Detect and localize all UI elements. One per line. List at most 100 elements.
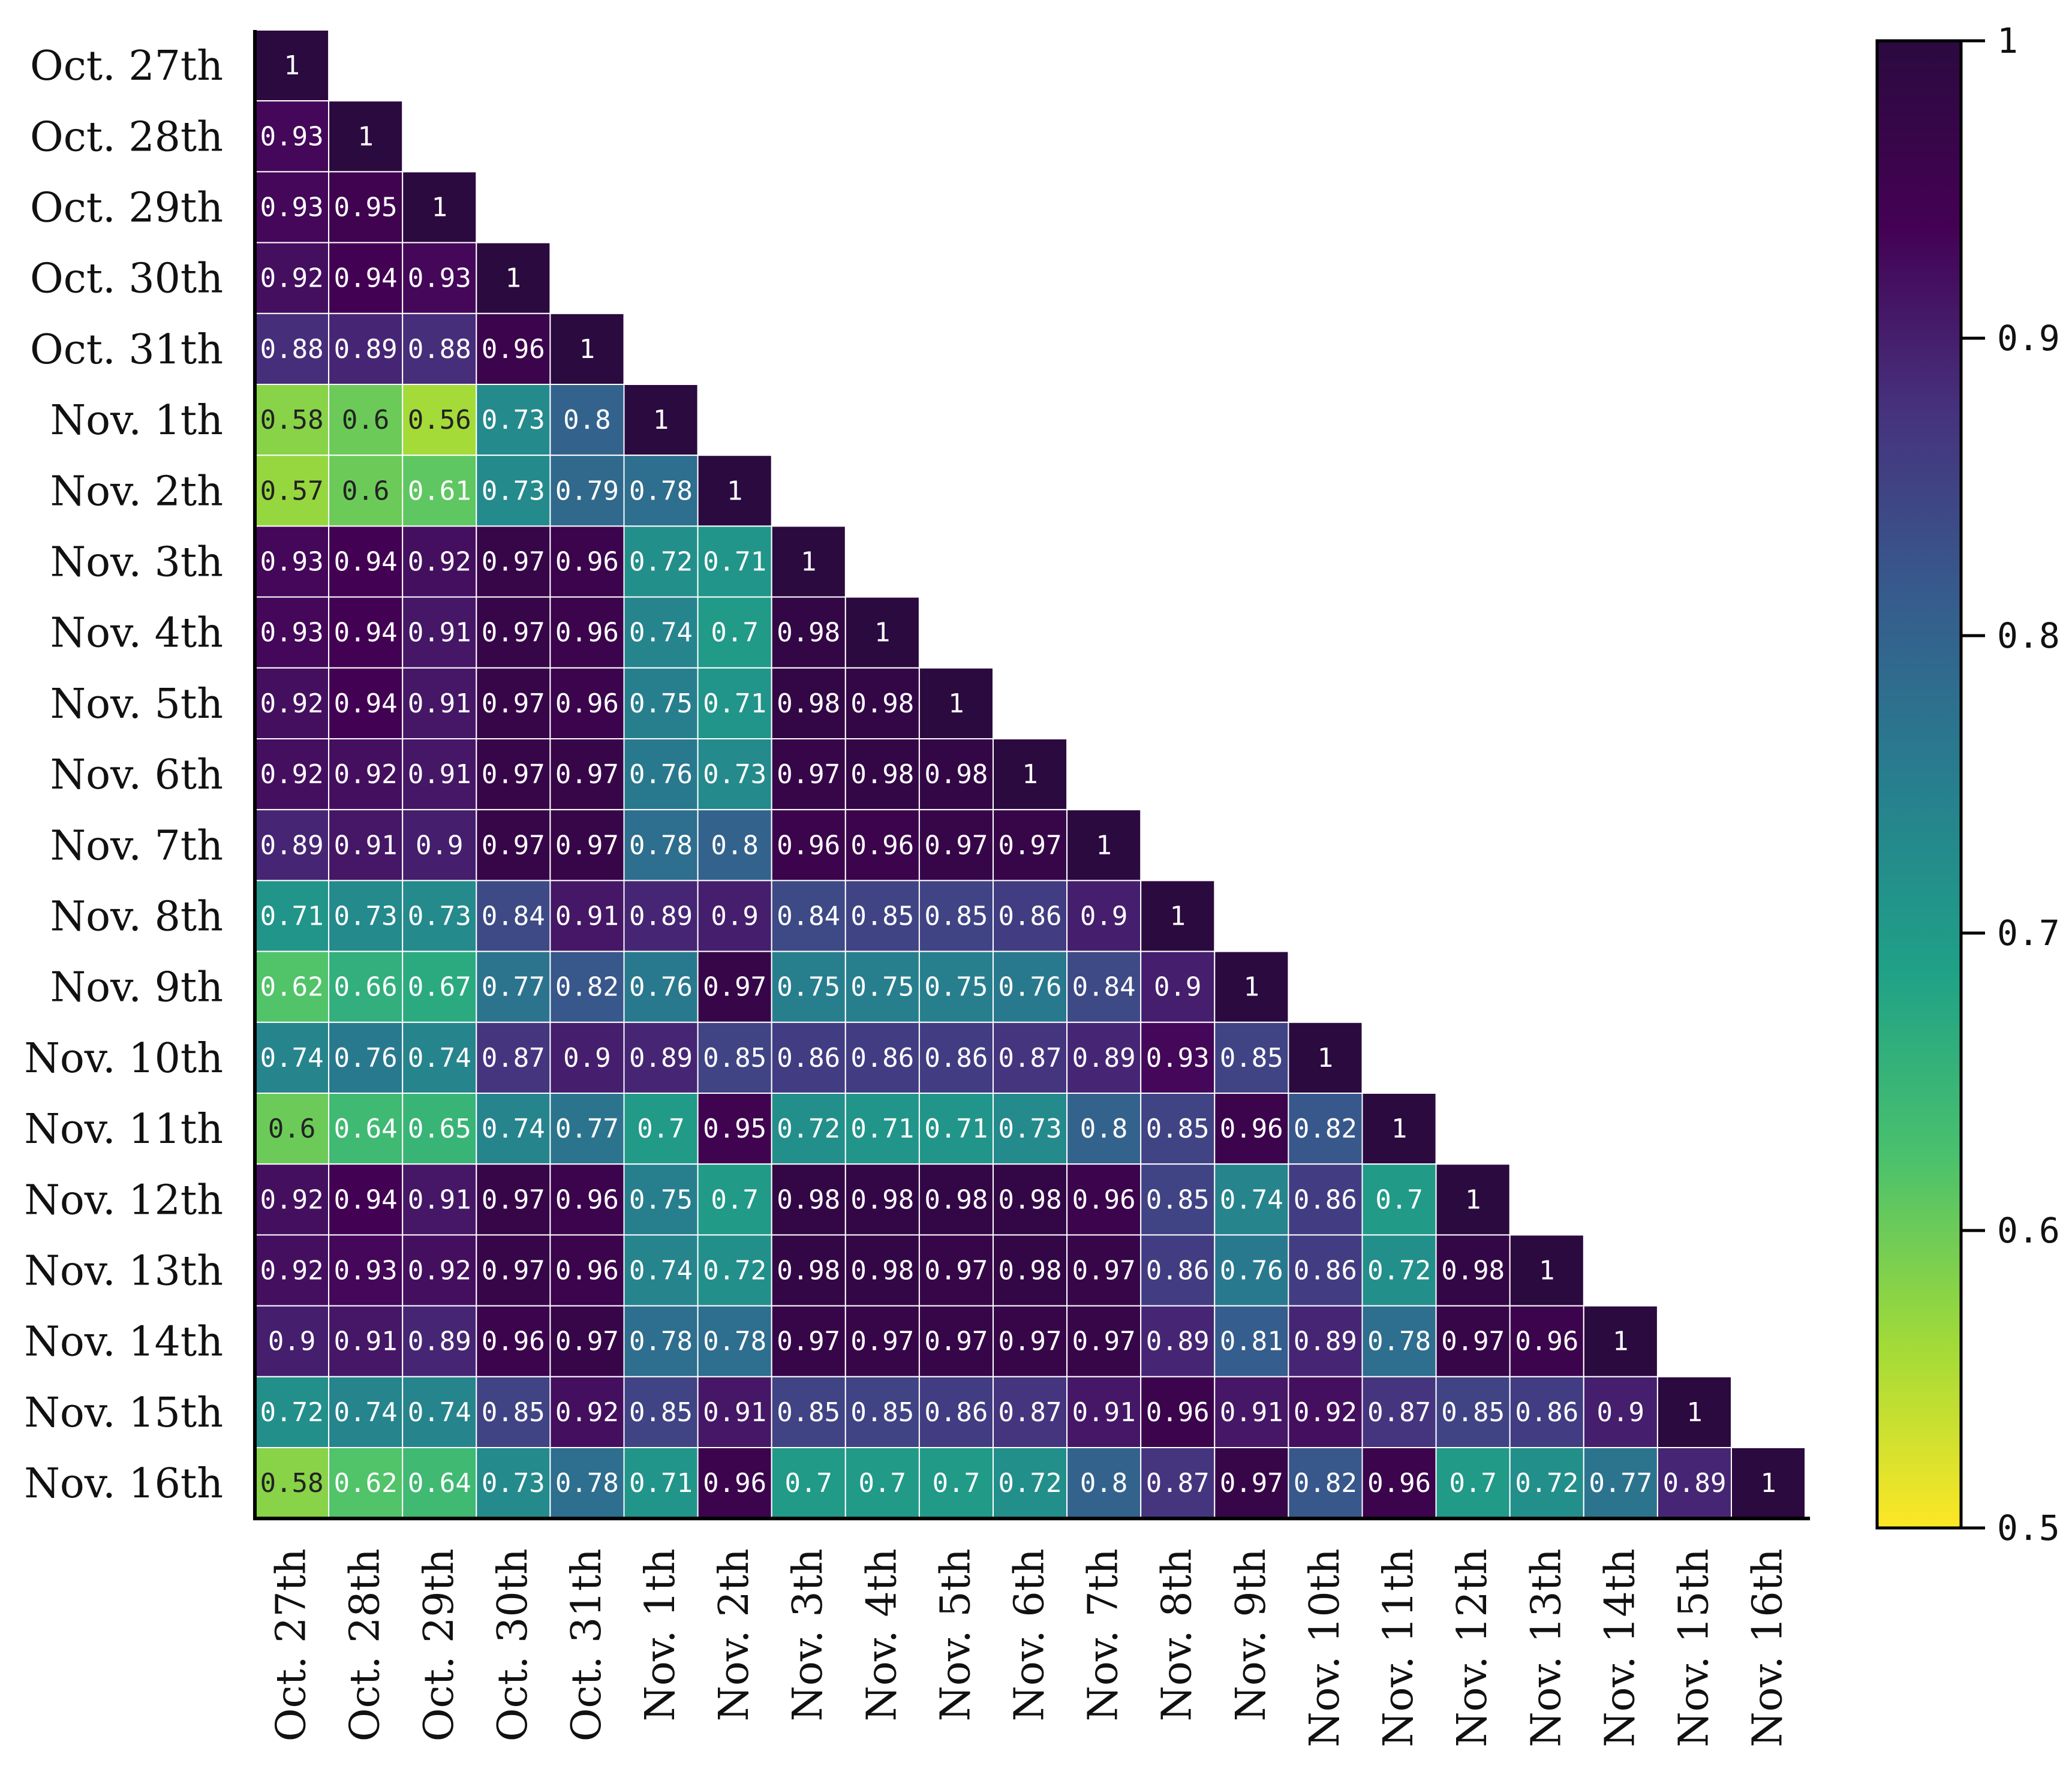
heatmap-cell: [623, 809, 699, 882]
heatmap-cell: [476, 738, 551, 811]
cell-value-label: 0.86: [1515, 1397, 1578, 1428]
heatmap-cell: [1583, 1447, 1658, 1520]
cell-value-label: 0.76: [1220, 1256, 1283, 1286]
heatmap-cell: [697, 1234, 772, 1307]
x-tick-label: Oct. 27th: [268, 1548, 315, 1741]
cell-value-label: 0.92: [1294, 1397, 1357, 1428]
cell-value-label: 0.71: [924, 1114, 988, 1144]
heatmap-cell: [549, 950, 625, 1023]
cell-value-label: 0.96: [482, 334, 545, 365]
colorbar: 0.5 0.6 0.7 0.8 0.9 1: [1875, 20, 2060, 1548]
heatmap-cell: [476, 950, 551, 1023]
cell-value-label: 0.96: [1367, 1468, 1431, 1499]
heatmap-cell: [1288, 1021, 1363, 1094]
cell-value-label: 0.88: [260, 334, 324, 365]
cell-value-label: 0.91: [408, 618, 471, 648]
heatmap-cell: [1066, 809, 1142, 882]
cell-value-label: 0.7: [637, 1114, 684, 1144]
heatmap-cell: [254, 738, 330, 811]
heatmap-cell: [771, 1021, 846, 1094]
cell-value-label: 0.91: [334, 830, 398, 861]
heatmap-cell: [254, 100, 330, 173]
cell-value-label: 0.87: [1367, 1397, 1431, 1428]
cell-value-label: 0.56: [408, 405, 471, 435]
cell-value-label: 0.82: [1294, 1114, 1357, 1144]
heatmap-cell: [1214, 1093, 1289, 1165]
cell-value-label: 0.97: [555, 830, 619, 861]
heatmap-cell: [844, 1376, 920, 1449]
x-tick-label: Oct. 28th: [342, 1548, 389, 1741]
heatmap-cell: [328, 1163, 404, 1236]
heatmap-cell: [1656, 1447, 1732, 1520]
cell-value-label: 0.72: [629, 547, 693, 577]
cell-value-label: 0.9: [563, 1043, 611, 1073]
heatmap-cell: [1288, 1093, 1363, 1165]
y-axis-tick-labels: Oct. 27th Oct. 28th Oct. 29th Oct. 30th Oct.…: [24, 43, 223, 1508]
y-tick-label: Nov. 2th: [50, 468, 223, 515]
heatmap-cell: [623, 455, 699, 527]
heatmap-cell: [844, 1093, 920, 1165]
cell-value-label: 0.76: [334, 1043, 398, 1073]
x-tick-label: Nov. 11th: [1375, 1548, 1423, 1747]
cell-value-label: 1: [1760, 1468, 1776, 1499]
cell-value-label: 0.91: [703, 1397, 766, 1428]
heatmap-cell: [328, 1021, 404, 1094]
cell-value-label: 0.94: [334, 618, 398, 648]
heatmap-cell: [328, 1093, 404, 1165]
heatmap-cell: [402, 384, 477, 456]
heatmap-cell: [1509, 1447, 1584, 1520]
cell-value-label: 0.97: [482, 1256, 545, 1286]
cell-value-label: 0.71: [629, 1468, 693, 1499]
cell-value-label: 0.74: [629, 1256, 693, 1286]
heatmap-cell: [1361, 1163, 1437, 1236]
cell-value-label: 0.97: [482, 1184, 545, 1215]
heatmap-cell: [328, 100, 404, 173]
heatmap-cell: [476, 1234, 551, 1307]
cell-value-label: 0.78: [629, 476, 693, 506]
heatmap-cell: [771, 667, 846, 740]
heatmap-cell: [993, 738, 1068, 811]
cell-value-label: 0.85: [1220, 1043, 1283, 1073]
cell-value-label: 0.85: [850, 901, 914, 932]
cell-value-label: 0.8: [1080, 1114, 1127, 1144]
cell-value-label: 0.87: [999, 1397, 1062, 1428]
heatmap-cell: [549, 1376, 625, 1449]
cell-value-label: 0.7: [711, 1184, 758, 1215]
cell-value-label: 0.95: [334, 192, 398, 223]
heatmap-cell: [402, 809, 477, 882]
x-tick-label: Nov. 1th: [637, 1548, 684, 1721]
cell-value-label: 0.82: [1294, 1468, 1357, 1499]
heatmap-cell: [993, 1093, 1068, 1165]
cell-value-label: 0.97: [924, 1256, 988, 1286]
heatmap-cell: [328, 312, 404, 385]
y-tick-label: Nov. 14th: [24, 1319, 223, 1366]
heatmap-cell: [549, 880, 625, 952]
heatmap-cell: [254, 455, 330, 527]
heatmap-cell: [1066, 1447, 1142, 1520]
heatmap-cell: [993, 1163, 1068, 1236]
heatmap-cell: [1214, 1021, 1289, 1094]
heatmap-cell: [254, 525, 330, 598]
cell-value-label: 0.74: [334, 1397, 398, 1428]
cell-value-label: 1: [874, 618, 891, 648]
colorbar-tick-label: 0.7: [1997, 913, 2060, 953]
cell-value-label: 0.98: [850, 1184, 914, 1215]
cell-value-label: 0.76: [999, 972, 1062, 1003]
cell-value-label: 0.97: [924, 1326, 988, 1357]
heatmap-cell: [1288, 1163, 1363, 1236]
cell-value-label: 0.87: [1146, 1468, 1210, 1499]
cell-value-label: 0.94: [334, 263, 398, 294]
cell-value-label: 0.74: [629, 618, 693, 648]
heatmap-cell: [697, 596, 772, 669]
cell-value-label: 0.91: [1220, 1397, 1283, 1428]
cell-value-label: 0.96: [1146, 1397, 1210, 1428]
cell-value-label: 0.96: [850, 830, 914, 861]
cell-value-label: 0.98: [999, 1184, 1062, 1215]
heatmap-cell: [623, 880, 699, 952]
heatmap-cell: [254, 29, 330, 102]
cell-value-label: 0.75: [924, 972, 988, 1003]
y-tick-label: Oct. 28th: [30, 113, 223, 161]
heatmap-cell: [476, 312, 551, 385]
cell-value-label: 0.89: [334, 334, 398, 365]
cell-value-label: 0.86: [850, 1043, 914, 1073]
